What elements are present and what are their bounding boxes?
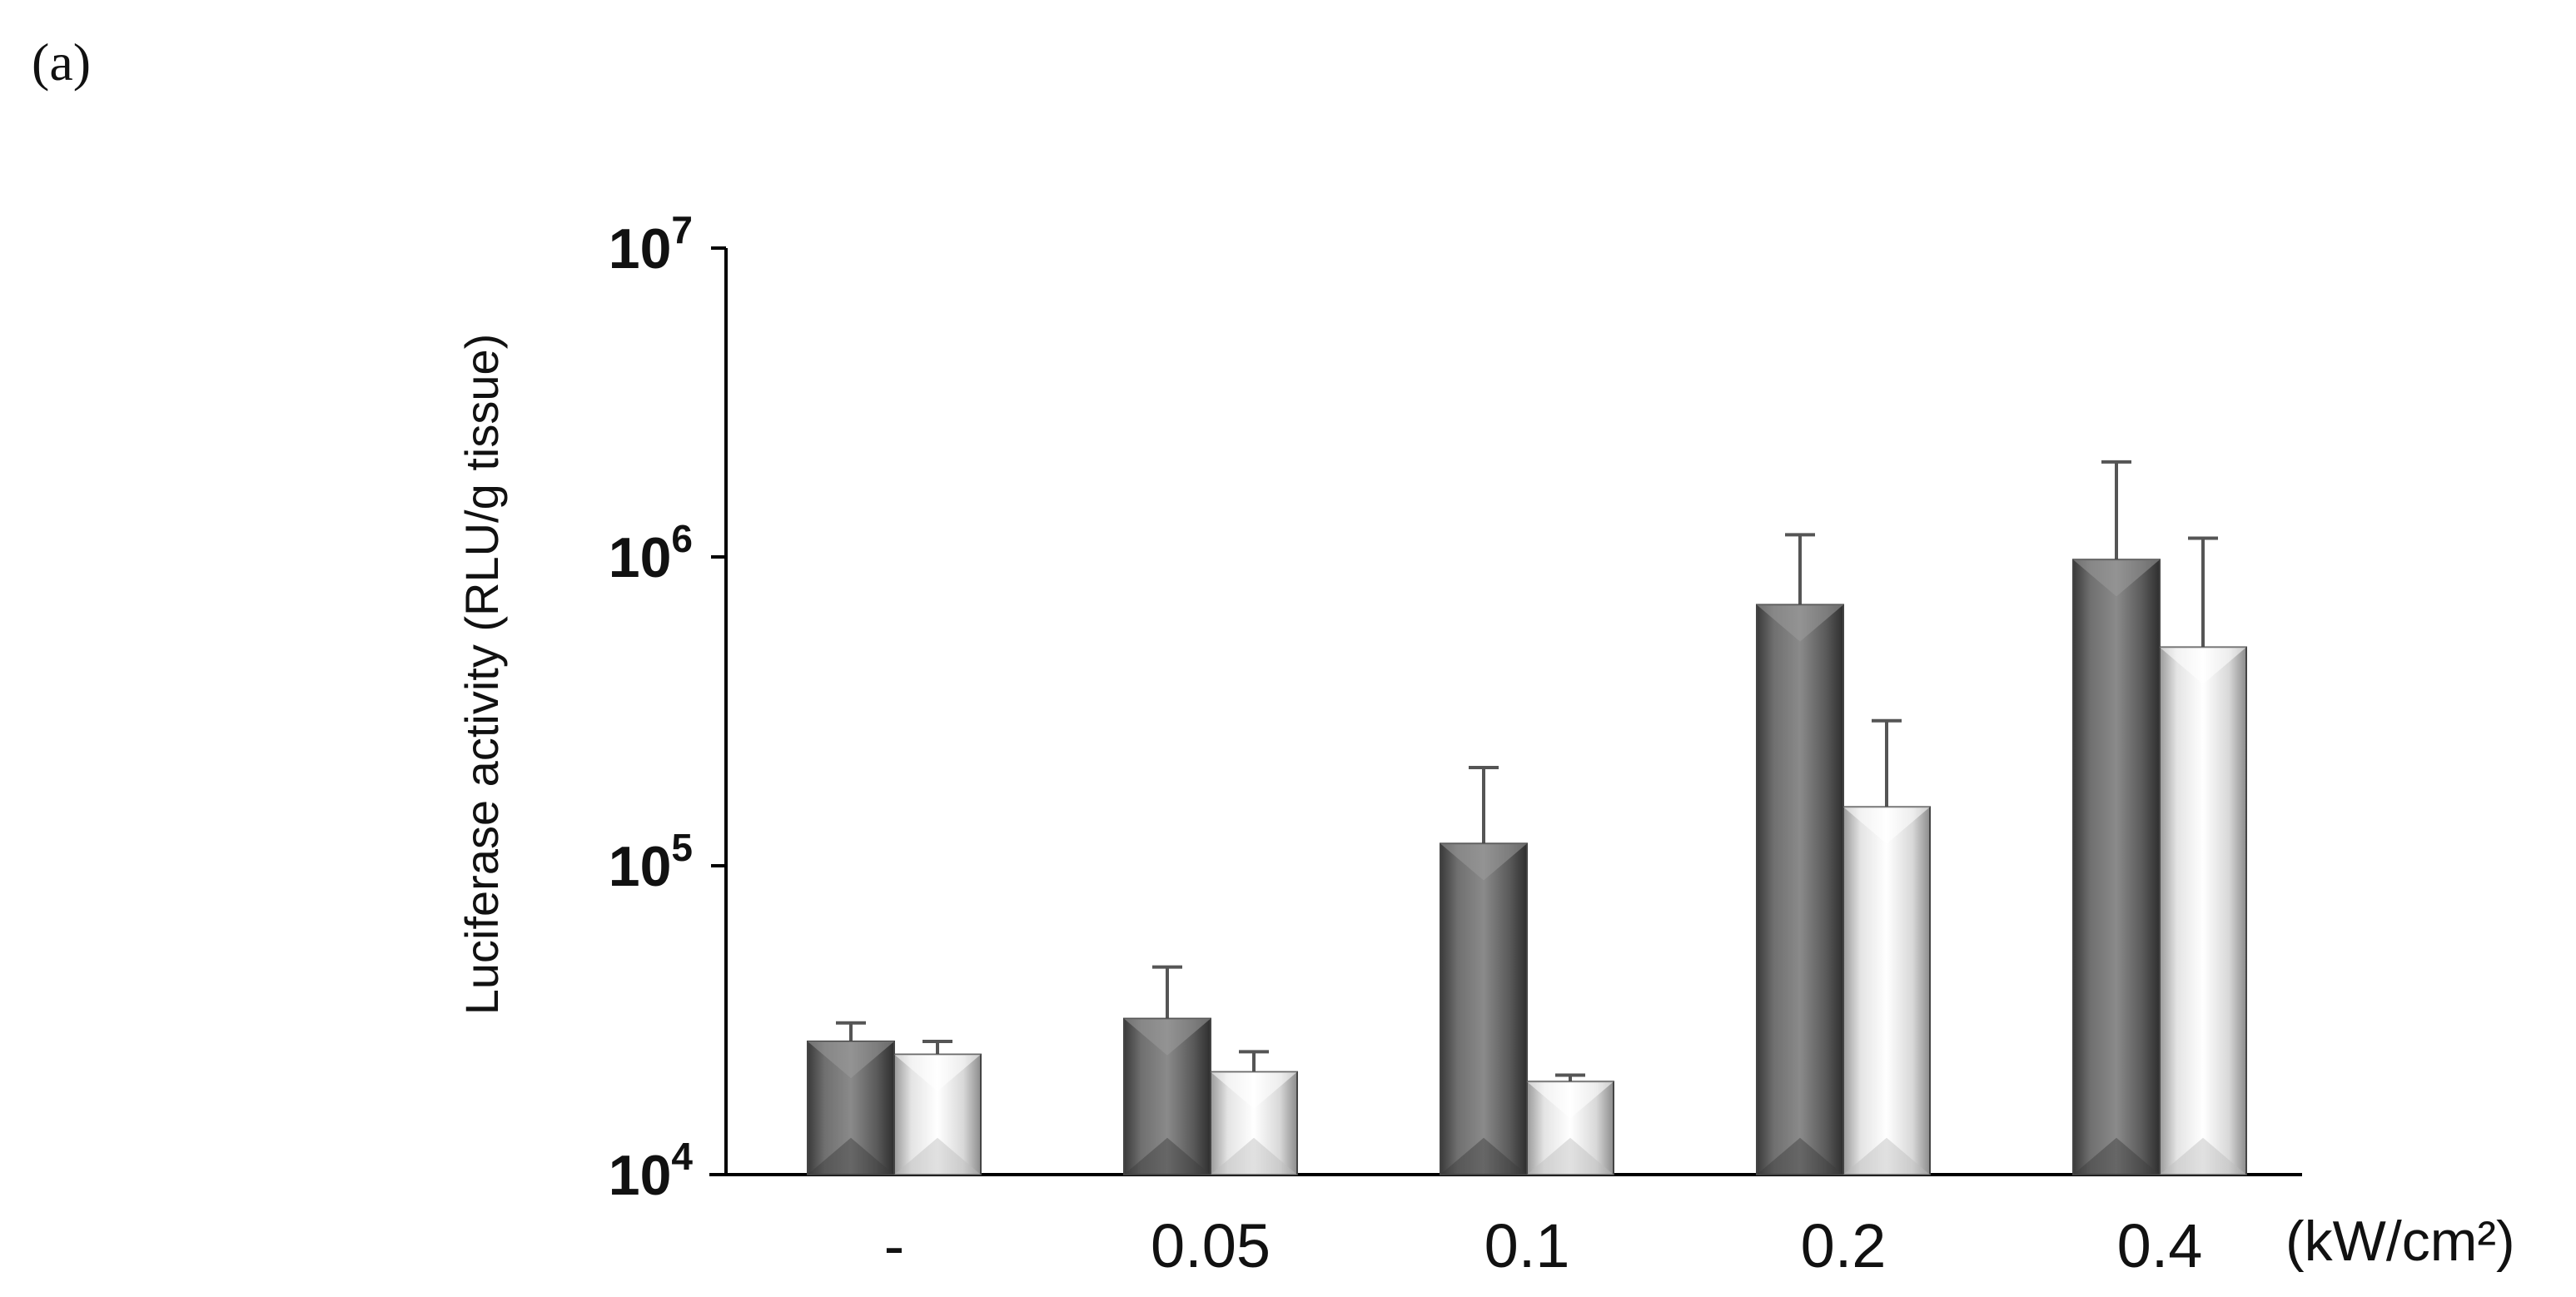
y-tick-exponent: 4 (671, 1135, 693, 1178)
bar-bevel-top (1124, 1018, 1211, 1056)
bar-bevel-top (894, 1054, 981, 1091)
bar-series2-2 (1526, 1081, 1614, 1175)
bar-series1-3 (1756, 604, 1844, 1175)
bar-body (1842, 806, 1931, 1176)
bar-bevel-bottom (1757, 1137, 1843, 1175)
bar-series1-1 (1123, 1017, 1211, 1175)
x-unit-label: (kW/cm²) (2285, 1210, 2515, 1273)
y-tick-exponent: 7 (671, 208, 693, 251)
bar-bevel-top (2160, 647, 2246, 684)
x-category-label: - (884, 1211, 905, 1280)
bars (807, 559, 2247, 1176)
bar-bevel-top (1211, 1071, 1297, 1109)
y-tick-base: 10 (609, 1144, 672, 1207)
x-axis: - 0.05 0.1 0.2 0.4 (709, 1173, 2302, 1280)
bar-bevel-top (1843, 807, 1930, 844)
y-tick-label: 107 (609, 208, 693, 281)
y-tick-base: 10 (609, 835, 672, 898)
bar-series1-0 (807, 1040, 895, 1175)
error-bars (836, 460, 2218, 1082)
bar-bevel-top (1757, 604, 1843, 642)
y-tick-exponent: 6 (671, 517, 693, 560)
bar-series1-2 (1440, 842, 1528, 1175)
y-tick-base: 10 (609, 526, 672, 589)
bar-series2-1 (1210, 1071, 1298, 1175)
bar-series1-4 (2072, 559, 2161, 1175)
y-tick-base: 10 (609, 217, 672, 281)
bar-series2-3 (1842, 806, 1931, 1176)
bar-bevel-bottom (1440, 1137, 1527, 1175)
bar-series2-4 (2159, 646, 2247, 1175)
bar-bevel-bottom (2073, 1137, 2160, 1175)
bar-series2-0 (893, 1053, 982, 1175)
bar-bevel-bottom (1124, 1137, 1211, 1175)
x-category-label: 0.05 (1151, 1211, 1271, 1280)
bar-bevel-bottom (2160, 1137, 2246, 1175)
y-tick-label: 106 (609, 517, 693, 589)
x-category-label: 0.4 (2117, 1211, 2203, 1280)
bar-body (1756, 604, 1844, 1175)
y-tick-label: 104 (609, 1135, 694, 1207)
y-axis-title: Luciferase activity (RLU/g tissue) (455, 334, 508, 1016)
panel-label: (a) (32, 32, 92, 92)
bar-body (2072, 559, 2161, 1175)
y-tick-exponent: 5 (671, 826, 693, 869)
bar-bevel-bottom (1527, 1137, 1614, 1175)
bar-bevel-bottom (894, 1137, 981, 1175)
axis-labels: (kW/cm²) Luciferase activity (RLU/g tissu… (455, 334, 2515, 1273)
y-tick-label: 105 (609, 826, 693, 898)
bar-bevel-top (1440, 843, 1527, 881)
bar-bevel-top (1527, 1081, 1614, 1119)
bar-bevel-bottom (808, 1137, 894, 1175)
bar-bevel-top (808, 1041, 894, 1079)
bar-body (1440, 842, 1528, 1175)
bar-bevel-top (2073, 559, 2160, 597)
bar-body (2159, 646, 2247, 1175)
x-category-label: 0.2 (1801, 1211, 1887, 1280)
bar-bevel-bottom (1211, 1137, 1297, 1175)
bar-bevel-bottom (1843, 1137, 1930, 1175)
x-category-label: 0.1 (1484, 1211, 1570, 1280)
